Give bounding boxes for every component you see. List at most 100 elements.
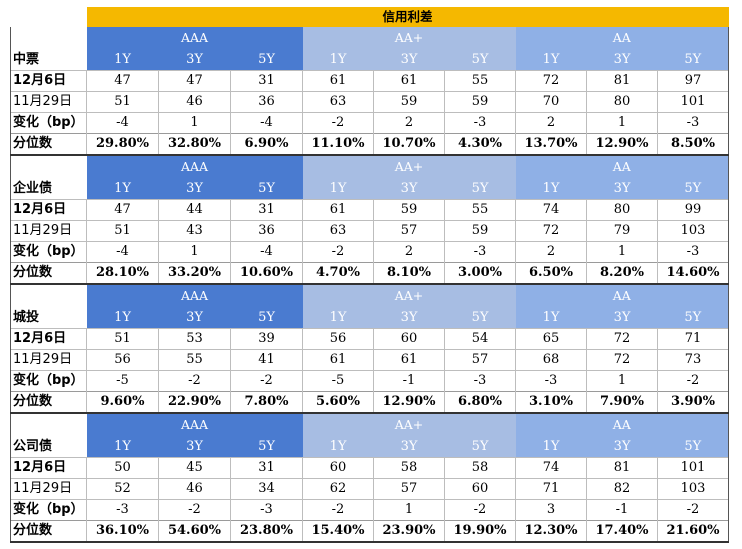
value-cell: 2 (373, 112, 445, 134)
value-cell: 12.90% (586, 133, 658, 156)
rating-header: AA (515, 413, 729, 436)
value-cell: 6.50% (515, 262, 587, 285)
value-cell: 17.40% (586, 520, 658, 543)
value-cell: 23.90% (373, 520, 445, 543)
section-header-blank (10, 155, 87, 178)
data-row: 12月6日 51 53 39 56 60 54 65 72 71 (10, 328, 729, 350)
value-cell: 101 (657, 457, 729, 479)
value-cell: 44 (158, 199, 231, 221)
tenor-header: 3Y (373, 436, 445, 458)
title-row: 信用利差 (10, 7, 729, 27)
value-cell: 47 (86, 199, 159, 221)
value-cell: 60 (373, 328, 445, 350)
rating-header: AA (515, 284, 729, 307)
value-cell: 28.10% (86, 262, 159, 285)
data-row: 变化（bp） -4 1 -4 -2 2 -3 2 1 -3 (10, 241, 729, 263)
percentile-row: 分位数 29.80% 32.80% 6.90% 11.10% 10.70% 4.30% 13.… (10, 133, 729, 156)
tenor-header: 1Y (302, 436, 374, 458)
value-cell: 2 (515, 241, 587, 263)
value-cell: 7.80% (230, 391, 303, 414)
rating-header-row: AAA AA+ AA (10, 155, 729, 178)
value-cell: 73 (657, 349, 729, 371)
value-cell: 8.20% (586, 262, 658, 285)
value-cell: 3 (515, 499, 587, 521)
value-cell: -2 (302, 112, 374, 134)
value-cell: -3 (444, 112, 516, 134)
value-cell: -3 (444, 241, 516, 263)
tenor-header: 5Y (444, 49, 516, 71)
row-label: 11月29日 (10, 349, 87, 371)
value-cell: 22.90% (158, 391, 231, 414)
value-cell: -3 (515, 370, 587, 392)
rating-header: AA+ (302, 413, 516, 436)
section-name: 企业债 (10, 178, 87, 200)
value-cell: 5.60% (302, 391, 374, 414)
tenor-header: 1Y (86, 49, 159, 71)
data-row: 变化（bp） -3 -2 -3 -2 1 -2 3 -1 -2 (10, 499, 729, 521)
value-cell: 3.10% (515, 391, 587, 414)
value-cell: 11.10% (302, 133, 374, 156)
value-cell: 61 (302, 199, 374, 221)
value-cell: 103 (657, 220, 729, 242)
tenor-header: 1Y (86, 436, 159, 458)
value-cell: 10.60% (230, 262, 303, 285)
row-label: 变化（bp） (10, 499, 87, 521)
value-cell: 2 (515, 112, 587, 134)
tenor-header-row: 中票 1Y 3Y 5Y 1Y 3Y 5Y 1Y 3Y 5Y (10, 49, 729, 71)
value-cell: -2 (158, 370, 231, 392)
value-cell: 71 (657, 328, 729, 350)
tenor-header: 1Y (515, 49, 587, 71)
value-cell: 29.80% (86, 133, 159, 156)
value-cell: 1 (586, 241, 658, 263)
value-cell: 55 (444, 199, 516, 221)
row-label: 11月29日 (10, 478, 87, 500)
tenor-header: 5Y (230, 436, 303, 458)
value-cell: -2 (230, 370, 303, 392)
value-cell: -1 (586, 499, 658, 521)
row-label: 12月6日 (10, 457, 87, 479)
percentile-row: 分位数 9.60% 22.90% 7.80% 5.60% 12.90% 6.80% 3.10%… (10, 391, 729, 414)
tenor-header: 1Y (515, 436, 587, 458)
value-cell: -3 (444, 370, 516, 392)
value-cell: 32.80% (158, 133, 231, 156)
value-cell: 9.60% (86, 391, 159, 414)
value-cell: 3.00% (444, 262, 516, 285)
tenor-header-row: 城投 1Y 3Y 5Y 1Y 3Y 5Y 1Y 3Y 5Y (10, 307, 729, 329)
value-cell: 74 (515, 457, 587, 479)
row-label: 分位数 (10, 391, 87, 414)
tenor-header: 1Y (302, 178, 374, 200)
value-cell: 31 (230, 457, 303, 479)
rating-header: AA+ (302, 27, 516, 49)
tenor-header: 3Y (586, 49, 658, 71)
value-cell: 31 (230, 70, 303, 92)
tenor-header: 3Y (373, 307, 445, 329)
value-cell: 55 (158, 349, 231, 371)
value-cell: 59 (444, 220, 516, 242)
value-cell: 81 (586, 457, 658, 479)
row-label: 12月6日 (10, 328, 87, 350)
value-cell: -4 (230, 241, 303, 263)
value-cell: 34 (230, 478, 303, 500)
row-label: 11月29日 (10, 91, 87, 113)
value-cell: 58 (373, 457, 445, 479)
value-cell: -4 (86, 112, 159, 134)
tenor-header: 5Y (444, 307, 516, 329)
tenor-header: 3Y (158, 178, 231, 200)
value-cell: 101 (657, 91, 729, 113)
data-row: 12月6日 47 47 31 61 61 55 72 81 97 (10, 70, 729, 92)
value-cell: 61 (373, 70, 445, 92)
data-row: 变化（bp） -5 -2 -2 -5 -1 -3 -3 1 -2 (10, 370, 729, 392)
rating-header: AAA (86, 284, 303, 307)
value-cell: 56 (86, 349, 159, 371)
value-cell: 62 (302, 478, 374, 500)
value-cell: 51 (86, 220, 159, 242)
rating-header: AA (515, 27, 729, 49)
value-cell: 41 (230, 349, 303, 371)
tenor-header: 5Y (657, 436, 729, 458)
value-cell: 72 (515, 220, 587, 242)
value-cell: 1 (586, 112, 658, 134)
value-cell: 56 (302, 328, 374, 350)
section-header-blank (10, 413, 87, 436)
value-cell: 4.70% (302, 262, 374, 285)
value-cell: 80 (586, 91, 658, 113)
